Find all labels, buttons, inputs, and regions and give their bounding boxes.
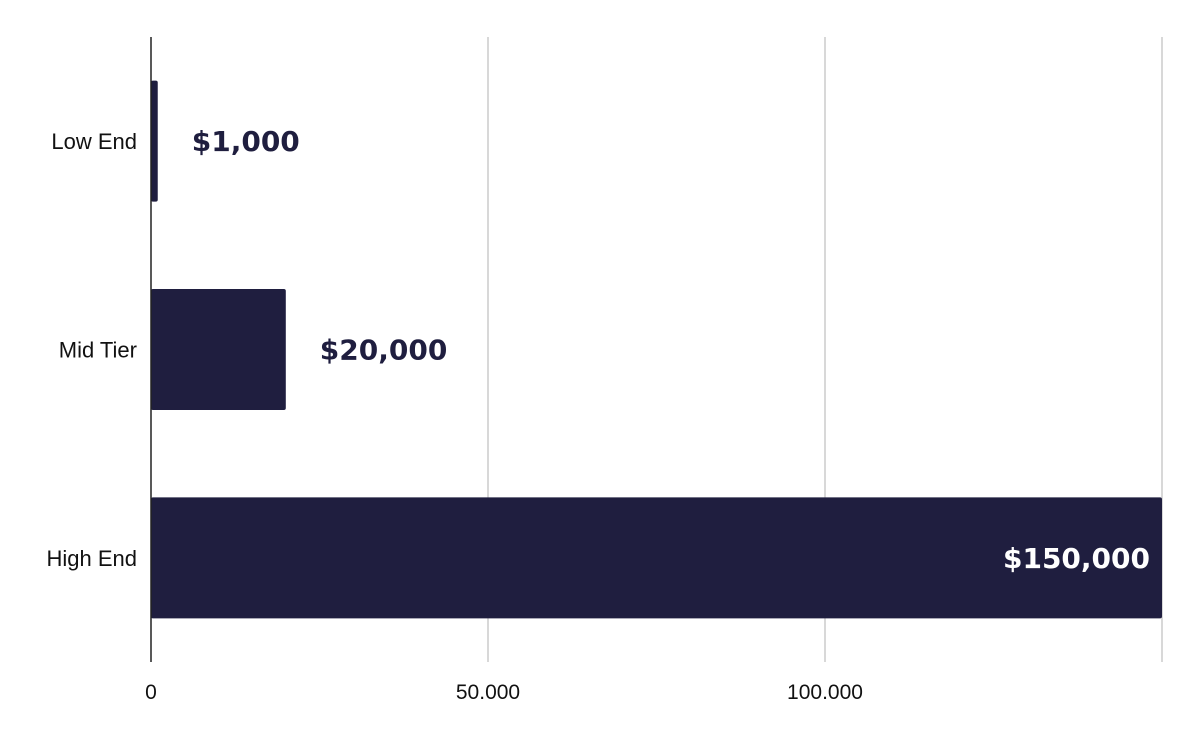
bar-low-end [151, 80, 158, 202]
bar-mid-tier [151, 289, 286, 410]
category-label: Mid Tier [59, 338, 137, 363]
bar-high-end [151, 497, 1162, 619]
data-labels: $1,000 $20,000 $150,000 [192, 125, 1150, 575]
category-label: High End [46, 546, 137, 571]
x-tick-label: 0 [145, 681, 157, 704]
x-tick-label: 100.000 [787, 681, 863, 704]
data-label: $1,000 [192, 125, 300, 158]
x-tick-labels: 0 50.000 100.000 [145, 681, 863, 704]
x-tick-label: 50.000 [456, 681, 520, 704]
category-label: Low End [51, 129, 137, 154]
data-label: $20,000 [320, 334, 448, 367]
bars [151, 80, 1162, 619]
category-labels: Low End Mid Tier High End [46, 129, 137, 571]
data-label: $150,000 [1003, 542, 1150, 575]
